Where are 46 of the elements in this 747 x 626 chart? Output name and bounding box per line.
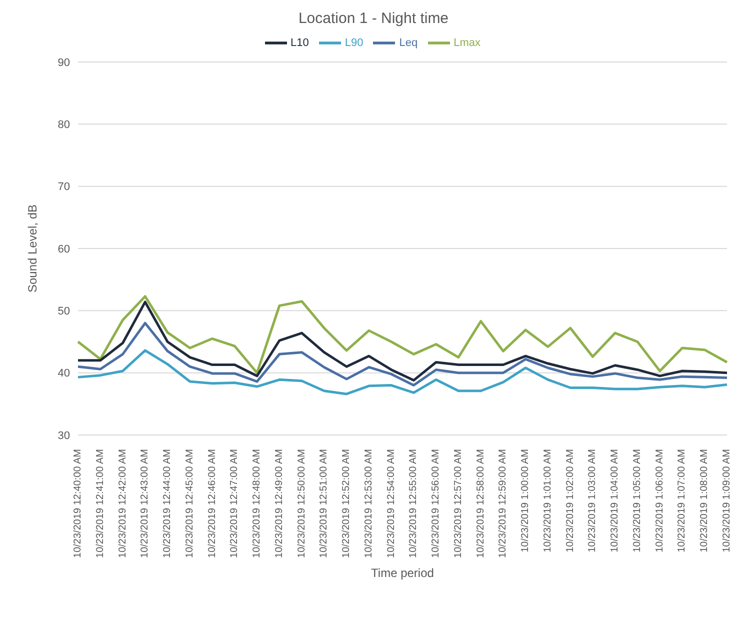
line-series: [76, 322, 728, 387]
x-axis-title: Time period: [371, 566, 434, 580]
x-tick-label: 10/23/2019 1:07:00 AM: [676, 449, 688, 552]
y-tick-label: 90: [58, 56, 70, 69]
x-tick-label: 10/23/2019 12:57:00 AM: [452, 449, 464, 558]
x-tick-label: 10/23/2019 12:53:00 AM: [363, 449, 374, 558]
x-tick-label: 10/23/2019 12:58:00 AM: [475, 449, 486, 558]
legend-label: Leq: [399, 36, 418, 49]
y-tick-label: 50: [58, 306, 70, 318]
x-tick-label: 10/23/2019 12:49:00 AM: [274, 449, 285, 558]
x-tick-label: 10/23/2019 12:48:00 AM: [252, 449, 263, 558]
x-tick-label: 10/23/2019 12:55:00 AM: [408, 449, 420, 558]
y-axis-title: Sound Level, dB: [25, 204, 40, 293]
x-tick-label: 10/23/2019 12:44:00 AM: [162, 449, 174, 558]
x-tick-label: 10/23/2019 12:52:00 AM: [341, 449, 352, 558]
x-tick-label: 10/23/2019 1:02:00 AM: [564, 449, 576, 552]
x-tick-label: 10/23/2019 1:06:00 AM: [654, 449, 666, 552]
x-tick-label: 10/23/2019 12:43:00 AM: [140, 449, 151, 558]
x-tick-label: 10/23/2019 12:59:00 AM: [498, 449, 509, 558]
legend-label: Lmax: [454, 36, 480, 49]
x-tick-label: 10/23/2019 12:40:00 AM: [72, 449, 84, 558]
x-tick-label: 10/23/2019 12:46:00 AM: [206, 449, 218, 558]
x-tick-label: 10/23/2019 12:47:00 AM: [229, 449, 240, 558]
x-tick-label: 10/23/2019 12:41:00 AM: [94, 449, 106, 558]
x-tick-label: 10/23/2019 1:04:00 AM: [610, 449, 621, 552]
y-tick-label: 70: [58, 181, 70, 194]
x-tick-label: 10/23/2019 1:05:00 AM: [632, 449, 643, 552]
line-series: [76, 349, 728, 396]
x-tick-label: 10/23/2019 12:56:00 AM: [430, 449, 442, 558]
legend-label: L90: [344, 36, 364, 49]
y-tick-label: 30: [58, 430, 70, 442]
x-tick-label: 10/23/2019 12:45:00 AM: [184, 449, 196, 558]
x-tick-label: 10/23/2019 1:08:00 AM: [699, 449, 710, 552]
chart-title: Location 1 - Night time: [297, 10, 450, 27]
x-tick-label: 10/23/2019 1:00:00 AM: [520, 449, 532, 552]
x-tick-label: 10/23/2019 12:42:00 AM: [117, 449, 128, 558]
x-tick-label: 10/23/2019 1:03:00 AM: [587, 449, 598, 552]
x-tick-label: 10/23/2019 1:09:00 AM: [722, 449, 732, 552]
legend-label: L10: [290, 36, 309, 49]
x-tick-label: 10/23/2019 1:01:00 AM: [542, 449, 554, 552]
y-tick-label: 80: [58, 119, 70, 132]
y-tick-label: 60: [58, 243, 70, 256]
x-tick-label: 10/23/2019 12:54:00 AM: [386, 449, 397, 558]
y-tick-label: 40: [58, 368, 70, 380]
x-tick-label: 10/23/2019 12:50:00 AM: [296, 449, 308, 558]
x-tick-label: 10/23/2019 12:51:00 AM: [318, 449, 330, 558]
